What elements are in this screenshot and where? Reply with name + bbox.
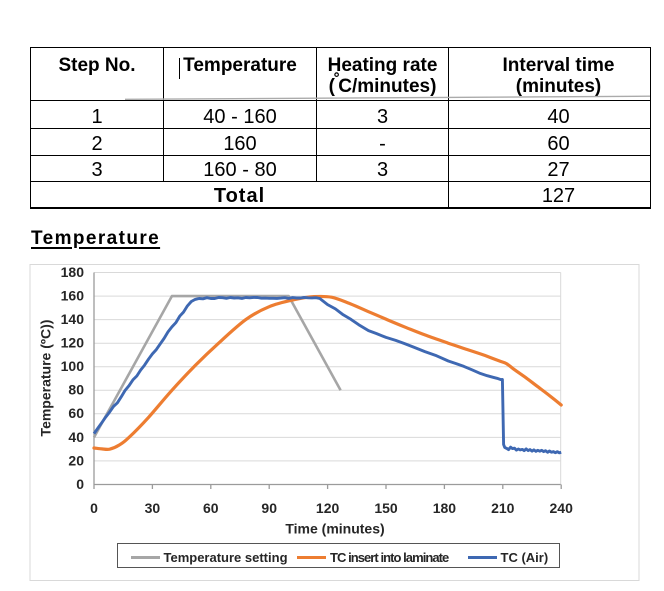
svg-text:20: 20: [68, 452, 84, 468]
svg-text:TC (Air): TC (Air): [501, 550, 549, 565]
svg-text:0: 0: [76, 476, 84, 492]
svg-text:150: 150: [374, 500, 398, 516]
svg-text:30: 30: [145, 500, 161, 516]
svg-text:60: 60: [68, 405, 84, 421]
svg-text:160: 160: [61, 288, 85, 304]
svg-text:120: 120: [61, 335, 85, 351]
svg-text:120: 120: [316, 500, 340, 516]
svg-text:180: 180: [61, 264, 85, 280]
svg-text:60: 60: [203, 500, 219, 516]
svg-text:210: 210: [491, 500, 515, 516]
svg-text:TC insert into laminate: TC insert into laminate: [330, 550, 449, 565]
svg-text:80: 80: [68, 382, 84, 398]
svg-text:Temperature (ºC)): Temperature (ºC)): [38, 320, 54, 437]
svg-text:Time (minutes): Time (minutes): [285, 521, 384, 537]
svg-text:240: 240: [550, 500, 574, 516]
svg-text:180: 180: [433, 500, 457, 516]
svg-text:40: 40: [68, 429, 84, 445]
svg-text:90: 90: [261, 500, 277, 516]
svg-text:100: 100: [61, 358, 85, 374]
svg-text:140: 140: [61, 311, 85, 327]
svg-text:Temperature setting: Temperature setting: [164, 550, 288, 565]
svg-text:0: 0: [90, 500, 98, 516]
